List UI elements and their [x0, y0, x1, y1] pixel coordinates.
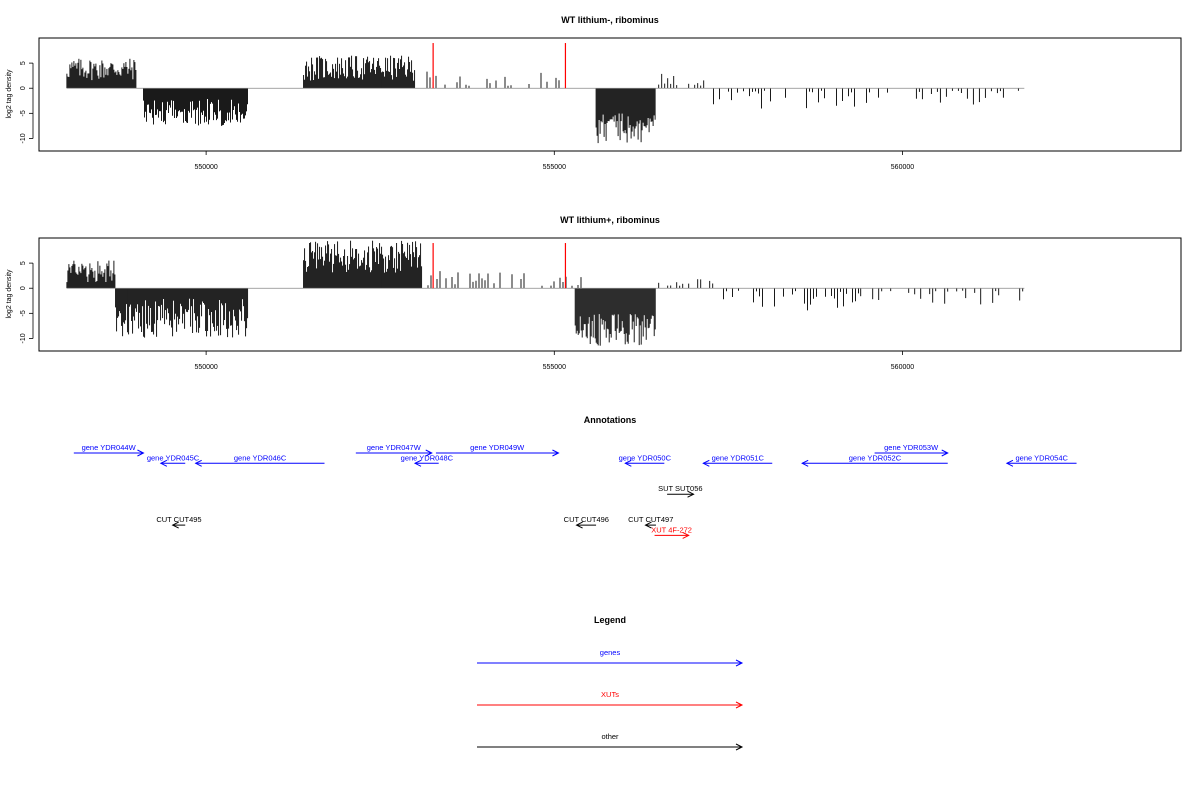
feature: CUT CUT497: [628, 515, 673, 529]
x-tick-label: 555000: [543, 164, 566, 171]
legend-item: other: [477, 732, 744, 751]
feature: CUT CUT496: [564, 515, 609, 529]
feature-label: gene YDR048C: [401, 453, 454, 462]
feature: gene YDR046C: [194, 453, 325, 467]
legend-arrowhead: [735, 743, 744, 751]
feature-arrowhead: [644, 521, 652, 529]
feature-label: gene YDR049W: [470, 443, 525, 452]
feature-label: gene YDR044W: [82, 443, 137, 452]
density-bars: [66, 55, 1019, 144]
feature-label: XUT 4F-272: [651, 525, 692, 534]
legend-title: Legend: [594, 615, 626, 625]
feature: gene YDR054C: [1005, 453, 1077, 467]
feature-arrowhead: [801, 459, 809, 467]
feature-arrowhead: [687, 490, 695, 498]
y-axis-label: log2 tag density: [6, 269, 13, 319]
y-tick-label: -5: [20, 110, 27, 116]
feature-label: gene YDR053W: [884, 443, 939, 452]
legend-arrowhead: [735, 701, 744, 709]
feature-label: gene YDR050C: [619, 453, 672, 462]
feature-arrowhead: [682, 531, 690, 539]
legend-arrowhead: [735, 659, 744, 667]
track-title: WT lithium+, ribominus: [560, 215, 660, 225]
y-axis-ticks: -10 -5 0 5: [20, 261, 34, 344]
plot-frame: [38, 237, 1182, 352]
feature-arrowhead: [425, 449, 433, 457]
feature-arrowhead: [941, 449, 949, 457]
legend-item: XUTs: [477, 690, 744, 709]
y-axis-label: log2 tag density: [6, 69, 13, 119]
feature-label: gene YDR046C: [234, 453, 287, 462]
feature: gene YDR045C: [147, 453, 200, 467]
feature-label: CUT CUT495: [156, 515, 201, 524]
feature: gene YDR047W: [355, 443, 433, 457]
y-tick-label: -10: [20, 133, 27, 143]
feature-label: gene YDR047W: [367, 443, 422, 452]
y-tick-label: 0: [20, 286, 27, 290]
feature-arrowhead: [413, 459, 422, 467]
legend-label: XUTs: [601, 690, 619, 699]
feature: gene YDR048C: [401, 453, 454, 467]
feature-label: CUT CUT496: [564, 515, 609, 524]
feature-arrowhead: [575, 521, 583, 529]
feature-arrowhead: [552, 449, 560, 457]
y-axis-ticks: -10 -5 0 5: [20, 61, 34, 144]
feature: gene YDR052C: [801, 453, 948, 467]
legend-items: genes XUTs other: [477, 648, 744, 751]
feature-arrowhead: [159, 459, 168, 467]
feature-label: gene YDR052C: [849, 453, 902, 462]
feature-label: gene YDR045C: [147, 453, 200, 462]
feature-label: gene YDR054C: [1016, 453, 1069, 462]
feature-arrowhead: [624, 459, 632, 467]
annotations-title: Annotations: [584, 415, 637, 425]
feature: gene YDR053W: [874, 443, 949, 457]
plot-frame: [38, 37, 1182, 152]
track-panel-lithium-minus: WT lithium-, ribominus log2 tag density …: [6, 15, 1182, 171]
x-tick-label: 550000: [194, 164, 217, 171]
y-tick-label: -10: [20, 333, 27, 343]
x-axis-ticks: 550000 555000 560000: [194, 351, 914, 371]
feature: XUT 4F-272: [651, 525, 692, 539]
feature-arrowhead: [702, 459, 710, 467]
y-tick-label: -5: [20, 310, 27, 316]
feature: SUT SUT056: [658, 484, 703, 498]
legend: Legend genes XUTs other: [477, 615, 744, 751]
y-tick-label: 5: [20, 261, 27, 265]
x-tick-label: 550000: [194, 364, 217, 371]
density-bars: [66, 240, 1024, 346]
x-axis-ticks: 550000 555000 560000: [194, 151, 914, 171]
feature: gene YDR050C: [619, 453, 672, 467]
feature-label: gene YDR051C: [712, 453, 765, 462]
feature-arrowhead: [1005, 459, 1014, 467]
feature-list: gene YDR044W gene YDR045C gene YDR046C gene…: [73, 443, 1077, 539]
feature: gene YDR044W: [73, 443, 145, 457]
y-tick-label: 5: [20, 61, 27, 65]
feature-label: SUT SUT056: [658, 484, 702, 493]
feature-label: CUT CUT497: [628, 515, 673, 524]
track-title: WT lithium-, ribominus: [561, 15, 659, 25]
feature: gene YDR049W: [435, 443, 560, 457]
feature-arrowhead: [194, 459, 202, 467]
feature-arrowhead: [137, 449, 145, 457]
legend-label: genes: [600, 648, 621, 657]
track-panel-lithium-plus: WT lithium+, ribominus log2 tag density …: [6, 215, 1182, 371]
legend-label: other: [601, 732, 619, 741]
x-tick-label: 560000: [891, 364, 914, 371]
x-tick-label: 555000: [543, 364, 566, 371]
x-tick-label: 560000: [891, 164, 914, 171]
feature-arrowhead: [171, 521, 179, 529]
y-tick-label: 0: [20, 86, 27, 90]
legend-item: genes: [477, 648, 744, 667]
feature: CUT CUT495: [156, 515, 202, 529]
feature: gene YDR051C: [702, 453, 773, 467]
